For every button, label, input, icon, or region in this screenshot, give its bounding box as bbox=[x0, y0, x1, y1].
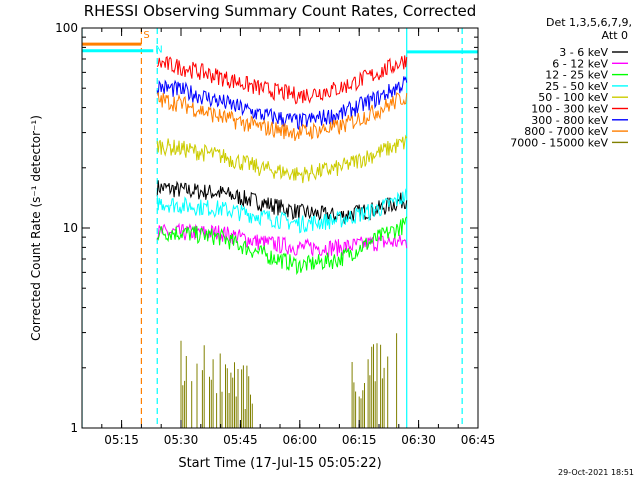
x-tick-label: 06:45 bbox=[461, 433, 496, 447]
series-trace bbox=[156, 188, 408, 234]
series-trace bbox=[180, 333, 398, 428]
series-100-300-kev bbox=[156, 55, 408, 105]
series-trace bbox=[156, 216, 408, 276]
series-trace bbox=[156, 222, 408, 258]
series-trace bbox=[156, 76, 408, 131]
y-tick-label: 10 bbox=[63, 221, 78, 235]
series-800-7000-kev bbox=[156, 91, 408, 142]
y-tick-label: 100 bbox=[55, 21, 78, 35]
series-3-6-kev bbox=[156, 180, 408, 224]
legend-label: 50 - 100 keV bbox=[538, 91, 608, 104]
legend-label: 7000 - 15000 keV bbox=[510, 136, 608, 149]
timestamp-label: 29-Oct-2021 18:51 bbox=[558, 468, 634, 477]
legend-label: 800 - 7000 keV bbox=[524, 125, 608, 138]
legend-label: 300 - 800 keV bbox=[531, 114, 608, 127]
y-axis-label: Corrected Count Rate (s⁻¹ detector⁻¹) bbox=[29, 115, 43, 341]
legend-label: 12 - 25 keV bbox=[545, 69, 608, 82]
series-trace bbox=[156, 55, 408, 105]
series-trace bbox=[156, 180, 408, 224]
legend-header-line-2: Att 0 bbox=[602, 29, 628, 42]
series-50-100-kev bbox=[156, 134, 408, 184]
series-trace bbox=[156, 134, 408, 184]
legend-header-line-1: Det 1,3,5,6,7,9, bbox=[546, 16, 632, 29]
y-tick-label: 1 bbox=[70, 421, 78, 435]
x-tick-label: 06:30 bbox=[401, 433, 436, 447]
x-tick-label: 05:45 bbox=[223, 433, 258, 447]
plot-layer bbox=[82, 28, 478, 428]
flag-label: S bbox=[143, 30, 149, 41]
series-trace bbox=[156, 91, 408, 142]
legend-label: 6 - 12 keV bbox=[552, 57, 608, 70]
series-25-50-kev bbox=[156, 188, 408, 234]
x-axis-label: Start Time (17-Jul-15 05:05:22) bbox=[178, 456, 381, 471]
series-12-25-kev bbox=[156, 216, 408, 276]
x-tick-label: 05:15 bbox=[104, 433, 139, 447]
series-7000-15000-kev bbox=[180, 333, 398, 428]
x-tick-label: 05:30 bbox=[164, 433, 199, 447]
axis-ticks: 05:15 05:30 05:45 06:00 06:15 06:30 06:45 1 10 10… bbox=[55, 21, 628, 447]
x-tick-label: 06:15 bbox=[342, 433, 377, 447]
chart-title: RHESSI Observing Summary Count Rates, Co… bbox=[84, 2, 477, 20]
flag-label: N bbox=[155, 45, 162, 56]
legend-label: 100 - 300 keV bbox=[531, 103, 608, 116]
series-300-800-kev bbox=[156, 76, 408, 131]
series-6-12-kev bbox=[156, 222, 408, 258]
legend-label: 25 - 50 keV bbox=[545, 80, 608, 93]
x-tick-label: 06:00 bbox=[283, 433, 318, 447]
legend-label: 3 - 6 keV bbox=[559, 46, 608, 59]
